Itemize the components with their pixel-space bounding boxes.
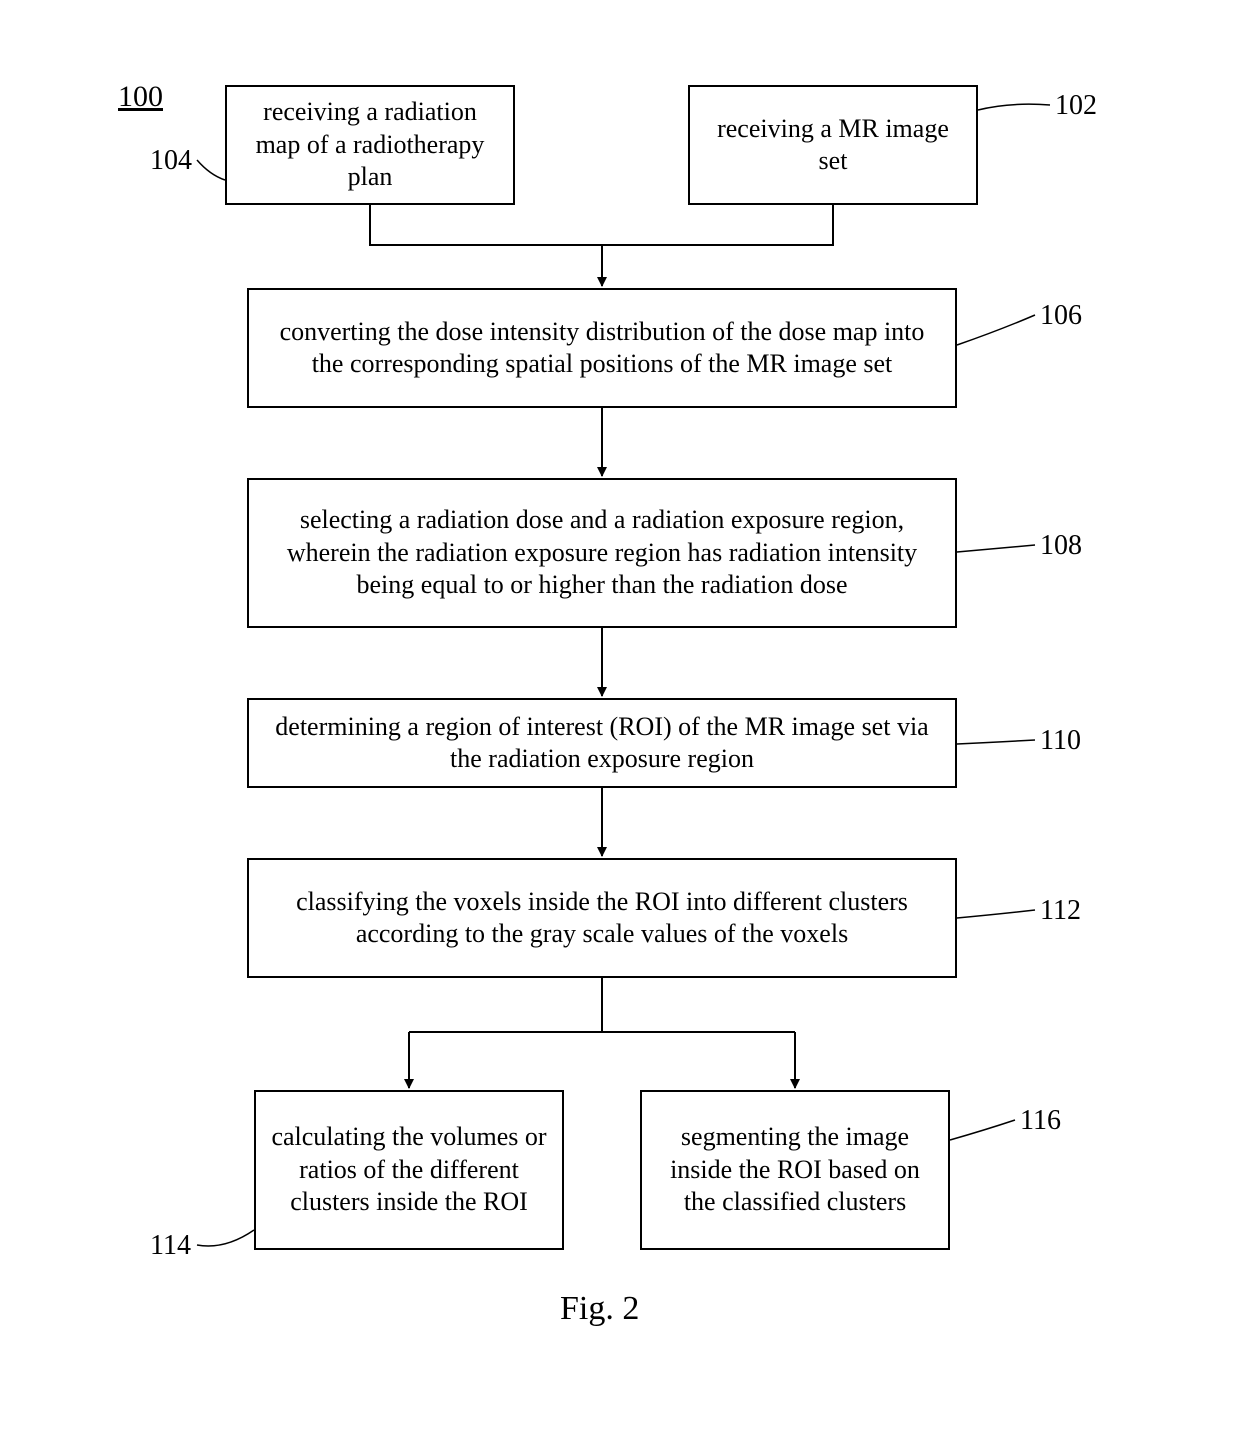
ref-110: 110 — [1040, 725, 1081, 757]
figure-id-label: 100 — [118, 80, 163, 114]
box-112-text: classifying the voxels inside the ROI in… — [261, 886, 943, 951]
ref-108: 108 — [1040, 530, 1082, 562]
box-104-text: receiving a radiation map of a radiother… — [239, 96, 501, 194]
ref-104: 104 — [150, 145, 192, 177]
box-112: classifying the voxels inside the ROI in… — [247, 858, 957, 978]
ref-112: 112 — [1040, 895, 1081, 927]
box-104: receiving a radiation map of a radiother… — [225, 85, 515, 205]
figure-caption: Fig. 2 — [560, 1290, 639, 1328]
ref-116: 116 — [1020, 1105, 1061, 1137]
box-102: receiving a MR image set — [688, 85, 978, 205]
flowchart-canvas: 100 receiving a radiation map of a radio… — [0, 0, 1240, 1444]
ref-106: 106 — [1040, 300, 1082, 332]
box-116-text: segmenting the image inside the ROI base… — [654, 1121, 936, 1219]
box-108-text: selecting a radiation dose and a radiati… — [261, 504, 943, 602]
box-106: converting the dose intensity distributi… — [247, 288, 957, 408]
box-108: selecting a radiation dose and a radiati… — [247, 478, 957, 628]
box-114: calculating the volumes or ratios of the… — [254, 1090, 564, 1250]
ref-102: 102 — [1055, 90, 1097, 122]
box-102-text: receiving a MR image set — [702, 113, 964, 178]
figure-id-text: 100 — [118, 80, 163, 113]
box-106-text: converting the dose intensity distributi… — [261, 316, 943, 381]
ref-114: 114 — [150, 1230, 191, 1262]
box-114-text: calculating the volumes or ratios of the… — [268, 1121, 550, 1219]
box-110: determining a region of interest (ROI) o… — [247, 698, 957, 788]
box-116: segmenting the image inside the ROI base… — [640, 1090, 950, 1250]
box-110-text: determining a region of interest (ROI) o… — [261, 711, 943, 776]
